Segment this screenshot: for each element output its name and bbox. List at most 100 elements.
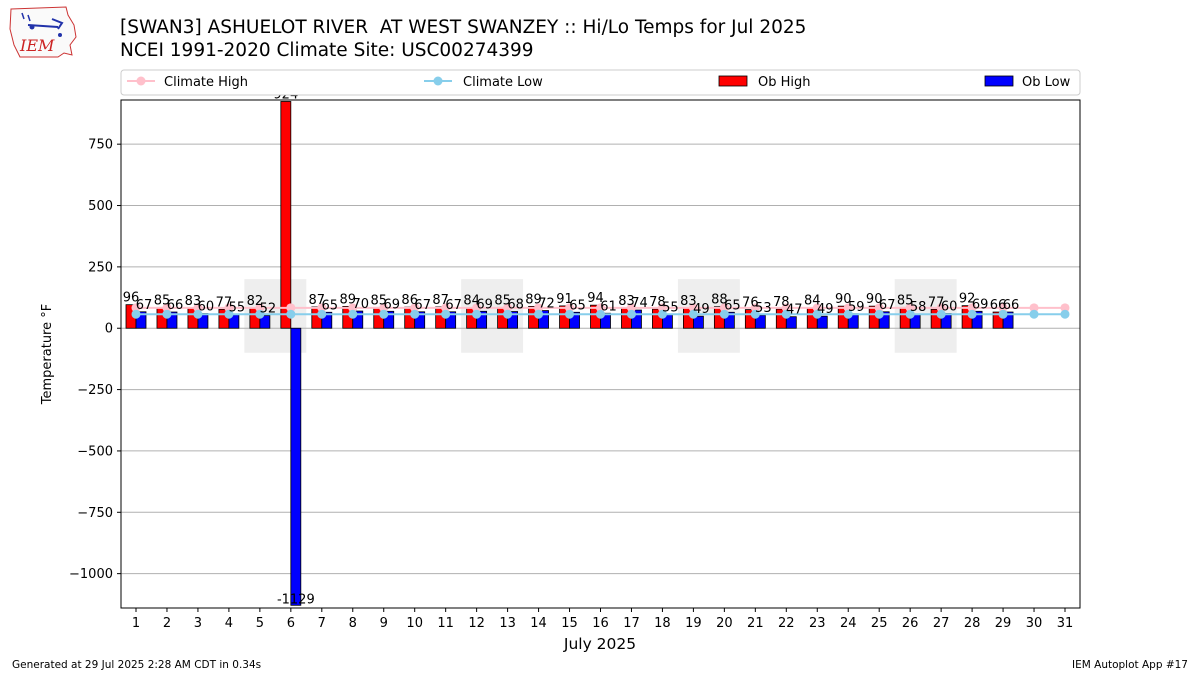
ob-low-bar bbox=[290, 327, 302, 606]
ob-high-label: 89 bbox=[339, 292, 356, 307]
legend-ob-low-swatch bbox=[984, 75, 1014, 87]
ob-low-label: 66 bbox=[1003, 298, 1020, 313]
ob-low-bar bbox=[693, 315, 704, 329]
ob-high-label: 87 bbox=[432, 293, 449, 308]
x-tick-label: 5 bbox=[256, 616, 264, 631]
y-tick-label: 0 bbox=[105, 322, 113, 337]
ob-low-label: 67 bbox=[879, 298, 896, 313]
x-tick-label: 31 bbox=[1057, 616, 1074, 631]
climate-low-point bbox=[1029, 309, 1039, 319]
climate-low-point bbox=[843, 309, 853, 319]
climate-low-point bbox=[905, 309, 915, 319]
legend-ob-high-label: Ob High bbox=[758, 75, 811, 90]
legend-climate-high-marker bbox=[136, 76, 146, 86]
ob-low-bar bbox=[1002, 311, 1014, 329]
ob-low-bar bbox=[352, 310, 364, 329]
ob-low-bar bbox=[569, 311, 580, 329]
x-tick-label: 9 bbox=[380, 616, 388, 631]
climate-low-point bbox=[812, 309, 822, 319]
climate-low-point bbox=[472, 309, 482, 319]
climate-low-point bbox=[565, 309, 575, 319]
legend-ob-low-label: Ob Low bbox=[1022, 75, 1071, 90]
climate-high-point bbox=[131, 303, 141, 313]
ob-low-bar bbox=[971, 310, 983, 329]
ob-high-label: 85 bbox=[897, 293, 914, 308]
x-tick-label: 12 bbox=[468, 616, 485, 631]
climate-high-point bbox=[441, 303, 451, 313]
ob-low-label: 65 bbox=[322, 298, 339, 313]
footer-generated: Generated at 29 Jul 2025 2:28 AM CDT in … bbox=[12, 659, 262, 671]
ob-high-label: 88 bbox=[711, 293, 728, 308]
ob-high-label: 83 bbox=[618, 294, 635, 309]
climate-high-point bbox=[1060, 303, 1070, 313]
climate-low-point bbox=[255, 309, 265, 319]
climate-low-point bbox=[1060, 309, 1070, 319]
climate-low-point bbox=[286, 309, 296, 319]
x-tick-label: 2 bbox=[163, 616, 171, 631]
ob-high-label: 85 bbox=[494, 293, 511, 308]
x-tick-label: 26 bbox=[902, 616, 919, 631]
ob-high-label: 86 bbox=[401, 293, 418, 308]
chart-title: [SWAN3] ASHUELOT RIVER AT WEST SWANZEY :… bbox=[120, 17, 807, 38]
climate-low-point bbox=[162, 309, 172, 319]
x-tick-label: 6 bbox=[287, 616, 295, 631]
ob-low-label: 55 bbox=[662, 301, 679, 316]
legend-climate-low-marker bbox=[433, 76, 443, 86]
climate-low-point bbox=[348, 309, 358, 319]
ob-low-label: -1129 bbox=[277, 592, 315, 607]
ob-low-bar bbox=[259, 315, 271, 329]
ob-low-bar bbox=[785, 316, 797, 329]
ob-low-bar bbox=[383, 310, 395, 329]
ob-high-label: 76 bbox=[742, 296, 759, 311]
ob-low-label: 67 bbox=[136, 298, 153, 313]
x-tick-label: 18 bbox=[654, 616, 671, 631]
climate-high-point bbox=[472, 303, 482, 313]
ob-high-label: 83 bbox=[185, 294, 202, 309]
climate-low-point bbox=[317, 309, 327, 319]
climate-low-point bbox=[224, 309, 234, 319]
climate-low-point bbox=[719, 309, 729, 319]
y-tick-label: −250 bbox=[77, 383, 113, 398]
ob-low-label: 69 bbox=[972, 297, 989, 312]
ob-low-label: 67 bbox=[414, 298, 431, 313]
ob-high-label: 91 bbox=[556, 292, 573, 307]
climate-low-point bbox=[131, 309, 141, 319]
legend-climate-high-label: Climate High bbox=[164, 75, 248, 90]
ob-low-label: 55 bbox=[229, 301, 246, 316]
climate-high-point bbox=[193, 303, 203, 313]
x-tick-label: 8 bbox=[349, 616, 357, 631]
climate-high-point bbox=[936, 303, 946, 313]
climate-low-point bbox=[626, 309, 636, 319]
climate-high-point bbox=[162, 303, 172, 313]
ob-high-label: 89 bbox=[525, 292, 542, 307]
ob-high-label: 84 bbox=[463, 294, 480, 309]
x-tick-label: 16 bbox=[592, 616, 609, 631]
climate-low-point bbox=[688, 309, 698, 319]
x-tick-label: 25 bbox=[871, 616, 888, 631]
ob-low-bar bbox=[723, 311, 735, 329]
ob-high-label: 90 bbox=[835, 292, 852, 307]
x-tick-label: 24 bbox=[840, 616, 857, 631]
x-tick-label: 11 bbox=[437, 616, 454, 631]
ob-low-label: 70 bbox=[352, 297, 369, 312]
ob-low-bar bbox=[166, 311, 178, 329]
legend-box bbox=[120, 69, 1081, 96]
climate-high-point bbox=[781, 303, 791, 313]
x-tick-label: 7 bbox=[318, 616, 326, 631]
legend: Climate High Climate Low Ob High Ob Low bbox=[120, 69, 1081, 96]
climate-high-point bbox=[503, 303, 513, 313]
x-tick-label: 15 bbox=[561, 616, 578, 631]
ob-low-bar bbox=[538, 310, 549, 329]
ob-high-label: 85 bbox=[154, 293, 171, 308]
ob-low-label: 52 bbox=[260, 301, 277, 316]
y-tick-label: −750 bbox=[77, 506, 113, 521]
climate-low-point bbox=[657, 309, 667, 319]
climate-high-point bbox=[224, 303, 234, 313]
ob-low-label: 65 bbox=[569, 298, 586, 313]
x-tick-label: 27 bbox=[933, 616, 950, 631]
ob-low-label: 61 bbox=[600, 299, 617, 314]
ob-high-label: 78 bbox=[773, 295, 790, 310]
ob-low-label: 49 bbox=[693, 302, 710, 317]
y-tick-label: 250 bbox=[88, 260, 113, 275]
